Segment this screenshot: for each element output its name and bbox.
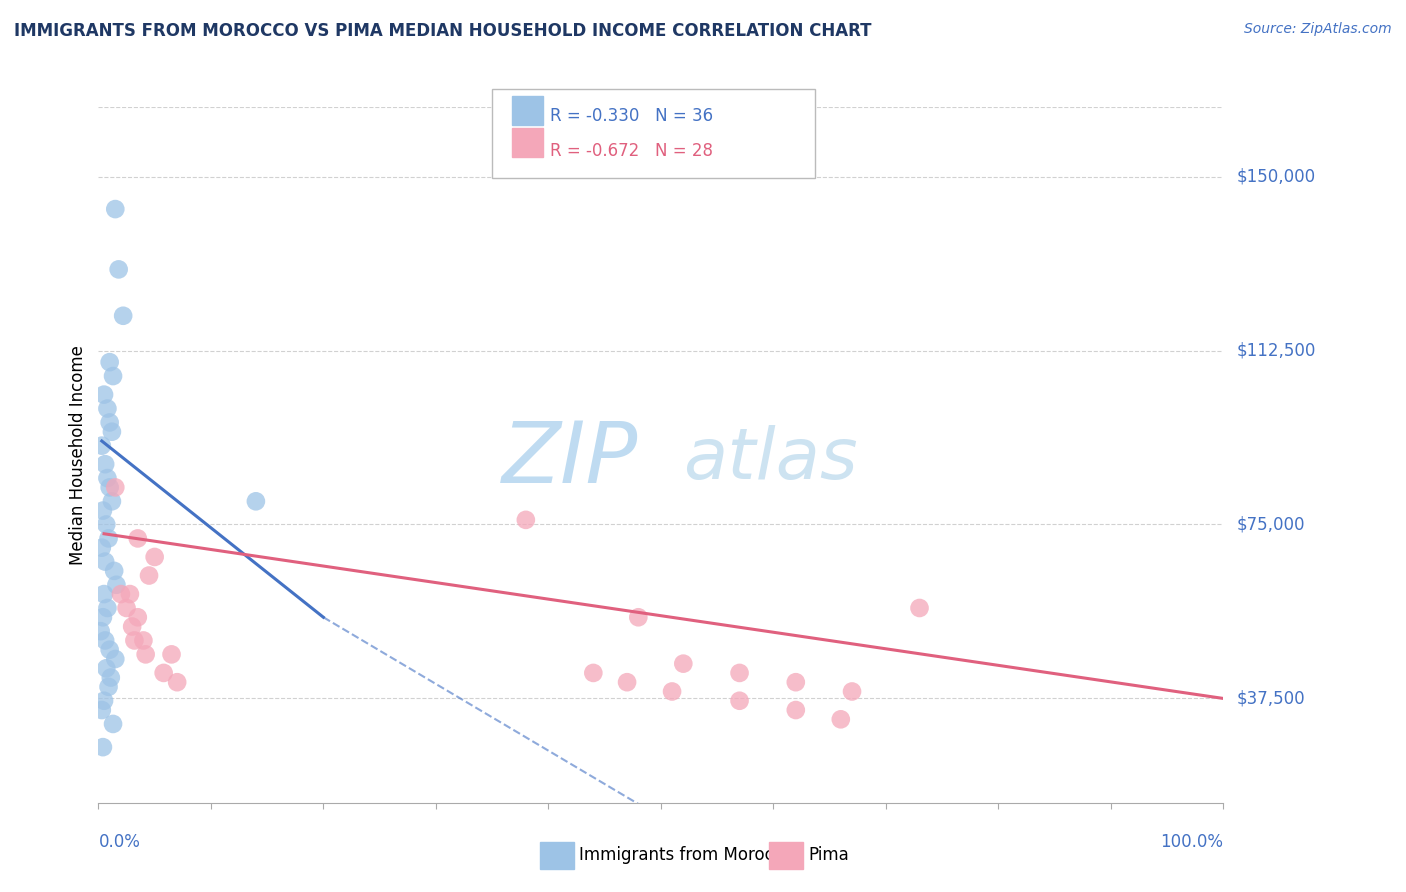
Point xyxy=(127,532,149,546)
Point xyxy=(94,633,117,648)
Point xyxy=(101,425,124,439)
Point xyxy=(138,568,160,582)
Point xyxy=(841,684,863,698)
Text: $112,500: $112,500 xyxy=(1237,342,1316,359)
Text: IMMIGRANTS FROM MOROCCO VS PIMA MEDIAN HOUSEHOLD INCOME CORRELATION CHART: IMMIGRANTS FROM MOROCCO VS PIMA MEDIAN H… xyxy=(14,22,872,40)
Text: R = -0.672   N = 28: R = -0.672 N = 28 xyxy=(550,143,713,161)
Point xyxy=(672,657,695,671)
Text: Pima: Pima xyxy=(808,846,849,863)
Point xyxy=(104,202,127,216)
Point xyxy=(94,555,117,569)
Point xyxy=(728,694,751,708)
Point xyxy=(582,665,605,680)
Point xyxy=(96,471,118,485)
Point xyxy=(96,601,118,615)
Point xyxy=(90,703,112,717)
Point xyxy=(110,587,132,601)
Point xyxy=(785,703,807,717)
Point xyxy=(96,661,118,675)
Point xyxy=(94,457,117,471)
Point xyxy=(96,401,118,416)
Point xyxy=(908,601,931,615)
Point xyxy=(124,633,146,648)
Point xyxy=(515,513,537,527)
Point xyxy=(785,675,807,690)
Point xyxy=(98,480,121,494)
Point xyxy=(118,587,141,601)
Point xyxy=(90,439,112,453)
Point xyxy=(107,262,129,277)
Point xyxy=(90,541,112,555)
Point xyxy=(91,610,114,624)
Point xyxy=(97,532,120,546)
Text: $75,000: $75,000 xyxy=(1237,516,1306,533)
Point xyxy=(91,503,114,517)
Point xyxy=(132,633,155,648)
Point xyxy=(98,416,121,430)
Point xyxy=(101,717,124,731)
Point xyxy=(115,601,138,615)
Point xyxy=(121,619,143,633)
Point xyxy=(101,369,124,384)
Point xyxy=(97,680,120,694)
Text: ZIP: ZIP xyxy=(502,418,638,501)
Point xyxy=(93,387,115,401)
Point xyxy=(101,494,124,508)
Text: R = -0.330   N = 36: R = -0.330 N = 36 xyxy=(550,107,713,125)
Point xyxy=(830,712,852,726)
Point xyxy=(152,665,174,680)
Point xyxy=(91,740,114,755)
Point xyxy=(105,578,128,592)
Text: 0.0%: 0.0% xyxy=(98,833,141,851)
Point xyxy=(127,610,149,624)
Text: Source: ZipAtlas.com: Source: ZipAtlas.com xyxy=(1244,22,1392,37)
Text: $150,000: $150,000 xyxy=(1237,168,1316,186)
Point xyxy=(143,549,166,564)
Point xyxy=(90,624,112,639)
Y-axis label: Median Household Income: Median Household Income xyxy=(69,345,87,565)
Text: Immigrants from Morocco: Immigrants from Morocco xyxy=(579,846,793,863)
Point xyxy=(112,309,135,323)
Point xyxy=(93,587,115,601)
Point xyxy=(728,665,751,680)
Text: $37,500: $37,500 xyxy=(1237,690,1306,707)
Point xyxy=(98,642,121,657)
Point xyxy=(627,610,650,624)
Point xyxy=(616,675,638,690)
Point xyxy=(103,564,125,578)
Point xyxy=(104,652,127,666)
Point xyxy=(245,494,267,508)
Point xyxy=(96,517,118,532)
Point xyxy=(135,648,157,662)
Point xyxy=(160,648,183,662)
Text: atlas: atlas xyxy=(683,425,858,494)
Point xyxy=(93,694,115,708)
Point xyxy=(104,480,127,494)
Point xyxy=(661,684,683,698)
Text: 100.0%: 100.0% xyxy=(1160,833,1223,851)
Point xyxy=(98,355,121,369)
Point xyxy=(100,671,122,685)
Point xyxy=(166,675,188,690)
